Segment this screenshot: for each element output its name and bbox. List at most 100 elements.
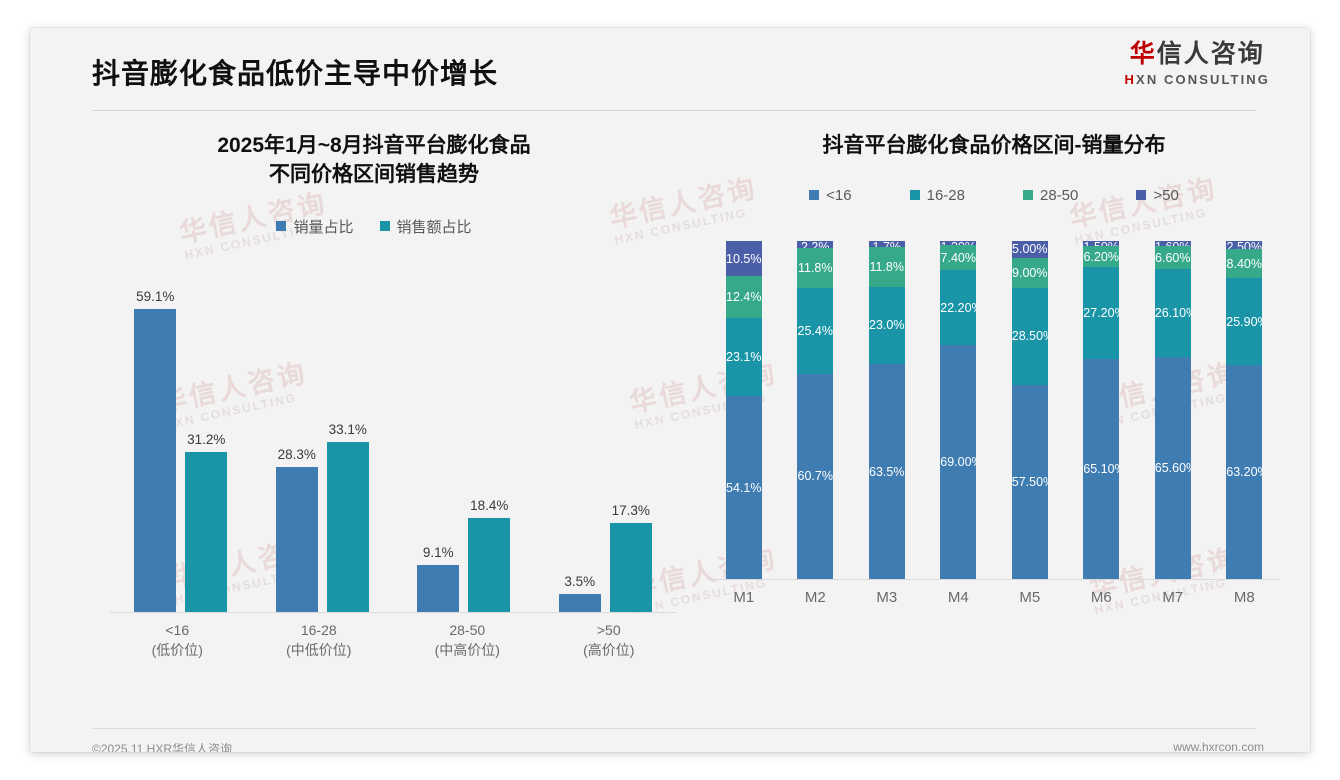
stacked-bar-segment[interactable]: 25.90% [1226,277,1263,366]
x-axis-label: M6 [1090,588,1112,606]
bar[interactable]: 3.5% [558,574,601,612]
legend-label: 28-50 [1040,186,1079,204]
stacked-bar-segment[interactable]: 22.20% [940,270,977,346]
footer-website: www.hxrcon.com [1173,740,1264,752]
bar-value-label: 3.5% [564,574,596,589]
stacked-bar-segment[interactable]: 11.8% [868,246,905,287]
legend-item[interactable]: 28-50 [1023,187,1078,204]
legend-swatch-icon [276,221,287,232]
stacked-bar-segment[interactable]: 25.4% [797,288,834,374]
bar-column[interactable]: 17.3% [609,503,652,612]
stacked-bar-segment[interactable]: 65.60% [1154,356,1191,579]
stacked-bar-segment[interactable]: 12.4% [725,276,762,319]
stacked-bar-column[interactable]: 1.50%6.20%27.20%65.10% [1083,240,1120,579]
bar-column[interactable]: 59.1% [134,289,177,612]
bar[interactable]: 31.2% [185,432,228,612]
logo-english-first-char: H [1124,72,1137,87]
legend-swatch-icon [379,221,390,232]
stacked-bar-column[interactable]: 5.00% 9.00% 28.50% 57.50% [1011,240,1048,579]
stacked-segment-value-label: 23.1% [726,350,762,365]
stacked-bar-segment[interactable]: 8.40% [1226,249,1263,278]
bar-column[interactable]: 18.4% [468,498,511,612]
stacked-segment-value-label: 7.40% [940,250,976,265]
stacked-bar-segment[interactable]: 9.00% [1011,257,1048,289]
bar[interactable]: 18.4% [468,498,511,612]
bar[interactable]: 28.3% [275,447,318,612]
bar-value-label: 9.1% [422,545,454,561]
stacked-segment-value-label: 60.7% [797,469,833,484]
stacked-bar-column[interactable]: 1.7%11.8%23.0%63.5% [868,240,905,579]
stacked-bar-segment[interactable]: 23.1% [725,318,762,397]
page-title: 抖音膨化食品低价主导中价增长 [92,58,499,89]
legend-swatch-icon [1136,190,1147,201]
x-axis-label-tier: (高价位) [583,642,635,659]
right-chart-title: 抖音平台膨化食品价格区间-销量分布 [694,124,1294,161]
stacked-segment-value-label: 25.4% [797,324,833,339]
stacked-bar-segment[interactable]: 23.0% [868,286,905,365]
x-axis-label: M4 [947,588,969,606]
x-axis-label: M1 [733,588,755,606]
logo-english: HXN CONSULTING [1125,73,1270,86]
stacked-bar-segment[interactable]: 27.20% [1083,266,1120,359]
legend-item[interactable]: 销量占比 [276,216,354,237]
logo-english-rest: XN CONSULTING [1136,72,1270,87]
stacked-bar-column[interactable]: 10.5% 12.4% 23.1% 54.1% [725,240,762,579]
stacked-bar-segment[interactable]: 57.50% [1011,384,1048,579]
left-chart-bar-groups: 59.1% 31.2% 28.3% 33.1% 9.1% 18.4% 3.5% 17.3% [110,282,676,612]
stacked-segment-value-label: 27.20% [1083,305,1119,320]
bar-column[interactable]: 3.5% [558,574,601,612]
bar[interactable]: 17.3% [609,503,652,612]
stacked-bar-segment[interactable]: 65.10% [1083,358,1120,579]
legend-label: 销售额占比 [396,218,472,236]
stacked-segment-value-label: 25.90% [1226,314,1262,329]
bar[interactable]: 9.1% [417,545,460,612]
stacked-bar-segment[interactable]: 5.00% [1011,240,1048,258]
x-axis-label: >50 (高价位) [583,615,634,665]
stacked-segment-value-label: 11.8% [797,261,833,276]
stacked-bar-segment[interactable]: 26.10% [1154,268,1191,357]
stacked-bar-segment[interactable]: 2.50% [1226,240,1263,254]
stacked-bar-segment[interactable]: 7.40% [940,245,977,271]
stacked-bar-column[interactable]: 1.30%7.40%22.20%69.00% [940,240,977,579]
logo-chinese: 华信人咨询 [1125,42,1270,67]
bar-column[interactable]: 33.1% [326,422,369,612]
right-chart-panel: 抖音平台膨化食品价格区间-销量分布 <16 16-28 28-50 >50 10.5%… [694,124,1294,704]
bar-column[interactable]: 9.1% [417,545,460,612]
slide-canvas: 华信人咨询 HXN CONSULTING 华信人咨询 HXN CONSULTIN… [30,28,1310,752]
legend-item[interactable]: >50 [1136,186,1179,204]
stacked-bar-column[interactable]: 2.2% 11.8% 25.4% 60.7% [797,240,834,579]
legend-label: >50 [1153,186,1179,204]
stacked-bar-segment[interactable]: 54.1% [725,396,762,579]
legend-item[interactable]: <16 [809,187,852,204]
stacked-bar-segment[interactable]: 28.50% [1011,288,1048,385]
bar[interactable]: 59.1% [134,289,177,612]
right-chart-x-labels: M1 M2 M3 M4 M5 M6 M7 M8 [708,582,1280,632]
bar-column[interactable]: 28.3% [275,447,318,612]
stacked-bar-column[interactable]: 1.60%6.60%26.10%65.60% [1154,240,1191,579]
stacked-segment-value-label: 9.00% [1012,266,1048,281]
right-chart-plot: 10.5% 12.4% 23.1% 54.1% 2.2% 11.8% 25.4% 60.7% 1… [694,232,1294,632]
bar-column[interactable]: 31.2% [185,432,228,612]
x-axis-label: M7 [1162,588,1184,606]
bar-group: 9.1% 18.4% [417,498,511,612]
stacked-bar-segment[interactable]: 63.5% [868,364,905,579]
bar[interactable]: 33.1% [326,422,369,612]
legend-item[interactable]: 销售额占比 [379,216,472,237]
right-chart-axis [708,578,1280,580]
left-chart-panel: 2025年1月~8月抖音平台膨化食品 不同价格区间销售趋势 销量占比 销售额占比 … [64,124,684,704]
stacked-bar-segment[interactable]: 63.20% [1226,365,1263,579]
stacked-bar-segment[interactable]: 6.20% [1083,246,1120,267]
x-axis-label-tier: (中高价位) [434,642,500,659]
bar-value-label: 18.4% [470,497,509,513]
stacked-bar-segment[interactable]: 6.60% [1154,246,1191,269]
stacked-bar-column[interactable]: 2.50% 8.40% 25.90% 63.20% [1226,240,1263,579]
stacked-bar-segment[interactable]: 2.2% [797,240,834,254]
stacked-bar-segment[interactable]: 10.5% [725,240,762,277]
header-divider [92,110,1256,111]
legend-item[interactable]: 16-28 [909,187,965,204]
stacked-bar-segment[interactable]: 11.8% [797,248,834,289]
x-axis-label-range: 28-50 [449,621,486,638]
stacked-bar-segment[interactable]: 60.7% [797,374,834,579]
stacked-bar-segment[interactable]: 69.00% [940,345,977,579]
left-chart-title: 2025年1月~8月抖音平台膨化食品 不同价格区间销售趋势 [64,124,684,190]
